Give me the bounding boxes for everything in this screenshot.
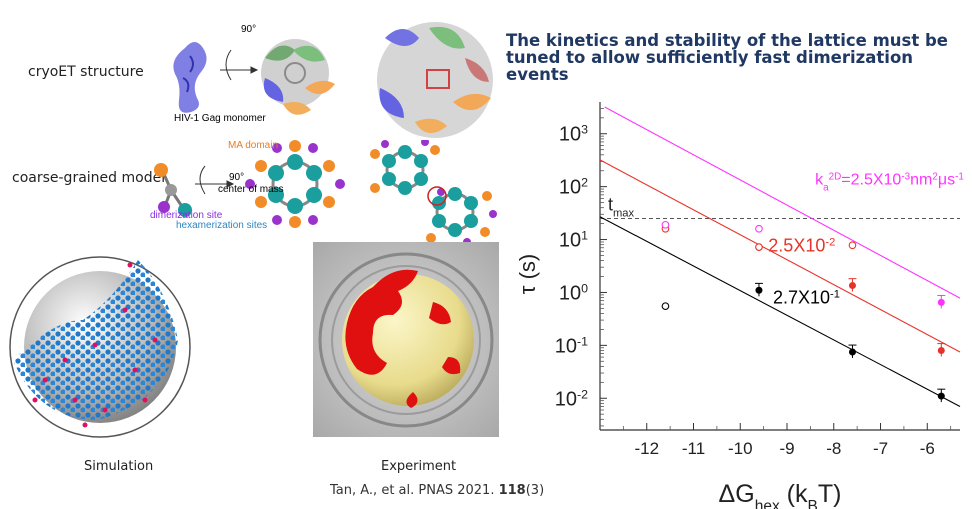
rotation-arrow-icon-2: [195, 165, 235, 195]
y-tick-label: 100: [559, 281, 588, 304]
cg-dimer-icon: [370, 140, 497, 245]
gag-monomer-icon: [173, 42, 207, 113]
y-tick-label: 102: [559, 176, 588, 199]
y-tick-label: 103: [559, 123, 588, 146]
x-tick-label: -6: [920, 439, 935, 458]
ma-domain-label: MA domain: [228, 140, 279, 151]
filled-point-2-0: [937, 298, 945, 306]
rotation-arrow-icon-1: [220, 49, 259, 81]
x-tick-label: -12: [634, 439, 659, 458]
headline-line-1: The kinetics and stability of the lattic…: [506, 31, 948, 50]
citation-issue: (3): [525, 483, 545, 498]
y-tick-label: 101: [559, 229, 588, 252]
series-label-black: 2.7X10-1: [773, 287, 840, 307]
rotation-label-2: 90°: [229, 172, 245, 183]
cryoet-structure-label: cryoET structure: [28, 64, 144, 80]
rotation-label-1: 90°: [241, 24, 257, 35]
open-point-2-0: [661, 220, 670, 229]
x-tick-label: -9: [779, 439, 794, 458]
citation-text: Tan, A., et al. PNAS 2021.: [330, 483, 499, 498]
open-point-1-1: [755, 243, 763, 251]
coarse-grained-model-label: coarse-grained model: [12, 170, 166, 186]
fit-line-2: [604, 106, 961, 299]
gag-lattice-icon: [377, 22, 493, 138]
filled-point-0-2: [937, 392, 945, 400]
citation-volume: 118: [498, 483, 526, 498]
x-tick-label: -10: [728, 439, 753, 458]
open-point-1-2: [848, 241, 857, 250]
filled-point-1-0: [848, 282, 856, 290]
x-axis-label: ΔGhex (kBT): [719, 480, 842, 509]
x-tick-label: -7: [873, 439, 888, 458]
cg-monomer-icon: [154, 163, 192, 217]
headline-line-2: tuned to allow sufficiently fast dimeriz…: [506, 48, 914, 84]
filled-point-1-1: [937, 346, 945, 354]
open-point-2-1: [755, 224, 763, 233]
y-tick-label: 10-2: [555, 387, 588, 410]
citation: Tan, A., et al. PNAS 2021. 118(3): [330, 483, 544, 498]
gag-hexamer-icon: [261, 39, 335, 115]
center-of-mass-label: center of mass: [218, 184, 284, 195]
series-label-magenta: ka2D=2.5X10-3nm2μs-1: [815, 171, 964, 193]
hexamerization-sites-label: hexamerization sites: [176, 220, 268, 231]
experiment-image: [313, 242, 499, 437]
x-tick-label: -8: [826, 439, 841, 458]
tmax-label: tmax: [608, 194, 635, 219]
coarse-grained-illustration: [154, 140, 497, 245]
gag-monomer-label: HIV-1 Gag monomer: [174, 113, 266, 124]
simulation-illustration: [9, 256, 191, 438]
open-point-0-0: [661, 302, 670, 311]
series-label-red: 2.5X10-2: [768, 235, 835, 255]
experiment-sphere-icon: [318, 252, 494, 428]
y-axis-label: τ (s): [515, 254, 540, 294]
dimerization-site-label: dimerization site: [150, 210, 223, 221]
headline: The kinetics and stability of the lattic…: [506, 32, 968, 83]
tau-vs-dg-chart: 10-2 10-1 100 101 102 103 -12 -11 -10 -9 -8 -7 -6 τ (…: [515, 102, 964, 509]
y-tick-label: 10-1: [555, 334, 588, 357]
cryoet-illustration: [173, 22, 493, 138]
fit-line-1: [599, 159, 961, 353]
filled-point-0-0: [755, 286, 763, 294]
fit-line-0: [599, 216, 961, 407]
x-tick-label: -11: [682, 439, 705, 458]
cg-hexamer-icon: [245, 140, 345, 228]
experiment-label: Experiment: [381, 459, 457, 474]
simulation-label: Simulation: [84, 459, 154, 474]
filled-point-0-1: [848, 348, 856, 356]
